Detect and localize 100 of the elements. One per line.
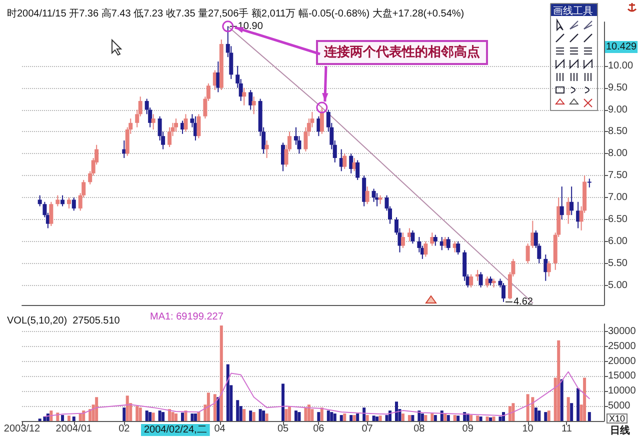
bar: [184, 410, 188, 421]
bar: [162, 412, 165, 421]
candlestick: [526, 243, 530, 264]
candlestick: [67, 197, 72, 209]
candlestick: [372, 188, 376, 202]
candlestick: [456, 240, 460, 256]
bar: [194, 414, 197, 421]
bar: [317, 412, 320, 421]
bar: [72, 416, 76, 421]
y-tick-label: 8.00: [608, 148, 628, 160]
candlestick: [430, 232, 434, 246]
candlestick: [356, 160, 360, 180]
bar: [434, 415, 437, 421]
bar: [138, 408, 142, 421]
bar: [566, 397, 570, 421]
annotation: 连接两个代表性的相邻高点: [323, 44, 480, 60]
candlestick: [443, 236, 448, 248]
bar: [265, 414, 268, 421]
bar: [197, 412, 200, 421]
drawing-toolbar: 画线工具: [550, 3, 598, 111]
bar: [352, 415, 356, 421]
bar: [446, 415, 450, 421]
bar: [284, 409, 288, 421]
bar: [547, 410, 550, 421]
bar: [486, 416, 489, 421]
bar: [213, 394, 216, 421]
bar: [61, 415, 64, 421]
bar: [298, 412, 301, 421]
x-tick-label: 2003/12: [4, 424, 41, 434]
bar: [489, 417, 492, 421]
bar: [453, 415, 456, 421]
bar: [78, 414, 82, 421]
candlestick: [56, 194, 60, 207]
candlestick: [248, 90, 253, 110]
x-tick-label: 2004/01: [56, 424, 92, 434]
bar: [430, 414, 434, 421]
bar: [326, 410, 330, 421]
bar: [476, 416, 480, 421]
bar: [258, 409, 262, 421]
bar: [544, 412, 548, 421]
chart-title: 时2004/11/15 开7.36 高7.43 低7.23 收7.35 量27,506手 额2,011万 幅-0.05(-0.68%) 大盘+17.28(+0.54%): [7, 8, 464, 20]
candlestick: [349, 153, 354, 174]
candlestick: [174, 118, 178, 132]
annotation: 4.62: [513, 296, 534, 308]
y-tick-label: 6.50: [608, 214, 628, 225]
y-tick-label: 25000: [608, 340, 636, 352]
bar: [252, 412, 256, 421]
bar: [411, 415, 414, 421]
bar: [570, 403, 574, 421]
candlestick: [546, 260, 551, 277]
candlestick: [264, 140, 269, 159]
candlestick: [587, 178, 592, 188]
bar: [95, 397, 98, 421]
bar: [470, 415, 473, 421]
y-tick-label: 5.50: [608, 258, 628, 269]
y-tick-label: 10000: [608, 386, 636, 397]
bar: [444, 414, 447, 421]
bar: [294, 410, 298, 421]
bar: [333, 414, 336, 421]
bar: [145, 410, 148, 421]
y-tick-label: 5000: [608, 400, 631, 412]
candlestick: [570, 186, 574, 216]
bar: [588, 412, 591, 421]
candlestick: [501, 282, 506, 302]
y-tick-label: 7.50: [608, 170, 628, 182]
bar: [307, 404, 310, 421]
candlestick: [365, 186, 370, 205]
y-tick-label: 30000: [608, 326, 636, 337]
x-tick-label: 10: [522, 424, 534, 434]
x-tick-label: 09: [462, 424, 474, 434]
x-tick-label: 06: [313, 424, 325, 434]
bar: [350, 415, 353, 421]
text: 2004/02/24,二: [144, 424, 207, 436]
bar: [168, 409, 172, 421]
text: X10: [609, 414, 626, 424]
bar: [136, 406, 139, 421]
candlestick: [60, 194, 65, 207]
bar: [330, 412, 334, 421]
y-tick-label: 20000: [608, 356, 636, 367]
bar: [366, 415, 369, 421]
candlestick: [38, 194, 42, 207]
bar: [174, 414, 178, 421]
bar: [226, 364, 230, 421]
bar: [282, 384, 285, 421]
x-tick-label: 02: [118, 424, 130, 434]
bar: [171, 412, 174, 421]
candlestick: [478, 272, 483, 288]
candlestick: [342, 153, 347, 170]
bar: [68, 416, 71, 421]
bar: [236, 400, 240, 421]
bar: [180, 412, 184, 421]
candlestick: [530, 220, 535, 248]
y-tick-label: 15000: [608, 370, 636, 382]
bar: [50, 410, 53, 421]
bar: [288, 406, 291, 421]
candlestick: [469, 274, 474, 288]
bar: [560, 379, 564, 421]
candlestick: [252, 96, 256, 115]
candlestick: [184, 114, 188, 132]
bar: [394, 402, 398, 421]
